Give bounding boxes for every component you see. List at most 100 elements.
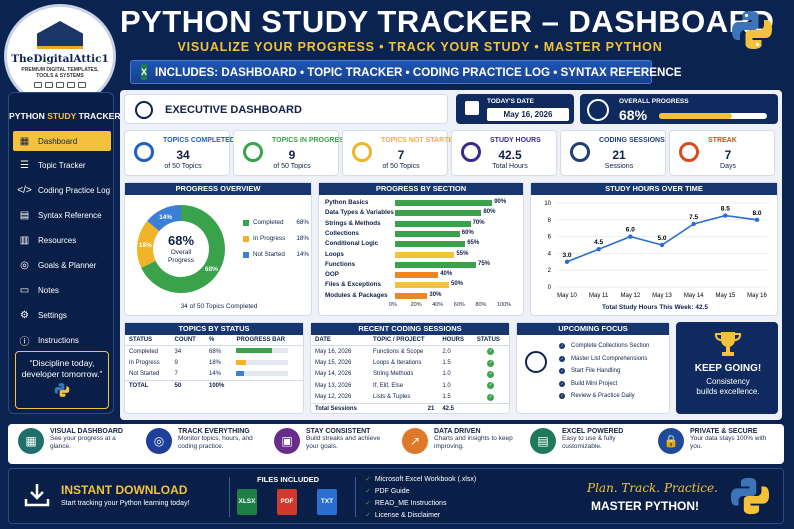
donut-slice-label: 68% [205, 266, 218, 273]
sidebar-item-topic-tracker[interactable]: ☰ Topic Tracker [13, 155, 111, 175]
total-cell: 50 [174, 383, 182, 390]
feature-text: EXCEL POWERED Easy to use & fully customi… [562, 428, 646, 460]
sidebar-item-dashboard[interactable]: ▦ Dashboard [13, 131, 111, 151]
quote-box: “Discipline today, developer tomorrow.” [15, 351, 109, 409]
house-icon [37, 21, 83, 49]
kpi-value: 7 [724, 148, 732, 162]
donut-slice-label: 18% [139, 242, 152, 249]
donut-slice-label: 14% [159, 214, 172, 221]
sidebar-item-coding-log[interactable]: </> Coding Practice Log [13, 180, 111, 200]
section-bar [395, 210, 482, 217]
download-text: Start tracking your Python learning toda… [61, 500, 190, 507]
kpi-card: TOPICS COMPLETED 34 of 50 Topics [124, 130, 235, 176]
sidebar-item-label: Topic Tracker [38, 160, 86, 170]
session-cell: 2.0 [442, 348, 451, 355]
progress-cell [232, 357, 303, 368]
download-title: INSTANT DOWNLOAD [61, 483, 188, 497]
kpi-label: CODING SESSIONS [599, 137, 665, 144]
session-cell: May 14, 2026 [315, 371, 352, 378]
file-list-label: License & Disclaimer [374, 511, 441, 519]
file-type-label: TXT [320, 498, 334, 505]
session-status-cell: ✓ [473, 357, 509, 368]
x-tick: May 14 [684, 293, 704, 299]
check-icon: ✓ [559, 355, 565, 362]
donut-slice [141, 205, 225, 293]
dashboard-icon: ▦ [19, 135, 30, 147]
list-icon: ☰ [20, 159, 29, 171]
sidebar-item-syntax-reference[interactable]: ▤ Syntax Reference [13, 205, 111, 225]
feature-item: ↗ DATA DRIVEN Charts and insights to keep … [402, 428, 518, 460]
file-xlsx-icon: XLSX [237, 489, 257, 515]
info-icon: ⓘ [19, 336, 30, 348]
session-cell: May 12, 2026 [315, 394, 352, 401]
excel-icon: X [141, 64, 148, 80]
total-cell: 42.5 [442, 406, 454, 413]
sidebar-item-goals[interactable]: ◎ Goals & Planner [13, 255, 111, 275]
check-icon: ✓ [365, 476, 371, 483]
y-tick: 0 [548, 285, 552, 291]
section-bar [395, 241, 466, 248]
kpi-icon [570, 142, 590, 162]
status-cell: In Progress [129, 360, 160, 367]
y-tick: 2 [548, 268, 552, 274]
feature-item: ▣ STAY CONSISTENT Build streaks and achiev… [274, 428, 390, 460]
feature-desc: Charts and insights to keep improving. [434, 435, 513, 450]
gear-icon: ⚙ [20, 309, 29, 321]
progress-cell [232, 346, 303, 358]
kpi-label: STREAK [708, 137, 737, 144]
donut-slice [137, 220, 160, 268]
status-cell: Not Started [129, 371, 160, 378]
progress-fill [236, 348, 272, 354]
section-bar-value: 60% [461, 229, 474, 236]
legend-item: Not Started 14% [243, 251, 309, 267]
x-tick: May 10 [557, 293, 577, 299]
kpi-value: 21 [612, 148, 626, 162]
x-tick: May 11 [589, 293, 609, 299]
gauge-icon [135, 101, 153, 119]
session-status-cell: ✓ [473, 346, 509, 358]
file-list-item: ✓ License & Disclaimer [365, 509, 476, 521]
upcoming-focus-card: UPCOMING FOCUS ✓ Complete Collections Sec… [516, 322, 670, 414]
session-cell: String Methods [373, 371, 414, 378]
legend-value: 68% [296, 219, 309, 226]
overall-progress-track [659, 113, 767, 119]
y-tick: 6 [548, 235, 552, 241]
table-row: May 15, 2026 Loops & Iterations 1.5 ✓ [311, 357, 509, 368]
keep-going-title: KEEP GOING! [694, 363, 762, 374]
sidebar-item-settings[interactable]: ⚙ Settings [13, 305, 111, 325]
quote-text: “Discipline today, developer tomorrow.” [21, 358, 103, 379]
target-icon: ◎ [146, 428, 172, 454]
topics-status-card: TOPICS BY STATUS STATUS COUNT % PROGRESS… [124, 322, 304, 414]
file-list-label: Microsoft Excel Workbook (.xlsx) [374, 475, 477, 483]
session-status-cell: ✓ [473, 380, 509, 391]
features-strip: ▦ VISUAL DASHBOARD See your progress at a … [8, 424, 784, 464]
sidebar-item-notes[interactable]: ▭ Notes [13, 280, 111, 300]
file-list-label: READ_ME Instructions [374, 499, 447, 507]
total-cell: 100% [208, 383, 225, 390]
feature-text: TRACK EVERYTHING Monitor topics, hours, a… [178, 428, 262, 460]
kpi-label: STUDY HOURS [490, 137, 541, 144]
calendar-icon: ▣ [274, 428, 300, 454]
sidebar-item-resources[interactable]: ▥ Resources [13, 230, 111, 250]
feature-title: TRACK EVERYTHING [178, 428, 250, 435]
progress-overview-card: PROGRESS OVERVIEW 68% 18% 14% 68% Overall … [124, 182, 312, 316]
check-icon: ✓ [487, 370, 495, 378]
feature-text: DATA DRIVEN Charts and insights to keep i… [434, 428, 518, 460]
slogan: Plan. Track. Practice. [587, 481, 718, 495]
data-label: 6.0 [626, 227, 635, 234]
col-header: TOPIC / PROJECT [369, 335, 439, 346]
session-cell: Loops & Iterations [373, 360, 422, 367]
divider [355, 477, 356, 517]
kpi-card: TOPICS NOT STARTED 7 of 50 Topics [342, 130, 458, 176]
study-hours-footer-value: 42.5 [695, 304, 708, 311]
table-row: In Progress 9 18% [125, 357, 303, 368]
donut-center-label: Overall Progress [167, 249, 194, 264]
feature-title: DATA DRIVEN [434, 428, 481, 435]
legend-item: Completed 68% [243, 219, 309, 235]
section-bar-value: 40% [440, 271, 453, 278]
section-bar [395, 261, 476, 268]
donut-legend: Completed 68% In Progress 18% Not Started 14% [243, 219, 309, 267]
sidebar-item-instructions[interactable]: ⓘ Instructions [13, 330, 111, 350]
section-bar-value: 90% [494, 199, 507, 205]
col-header: STATUS [472, 335, 509, 346]
